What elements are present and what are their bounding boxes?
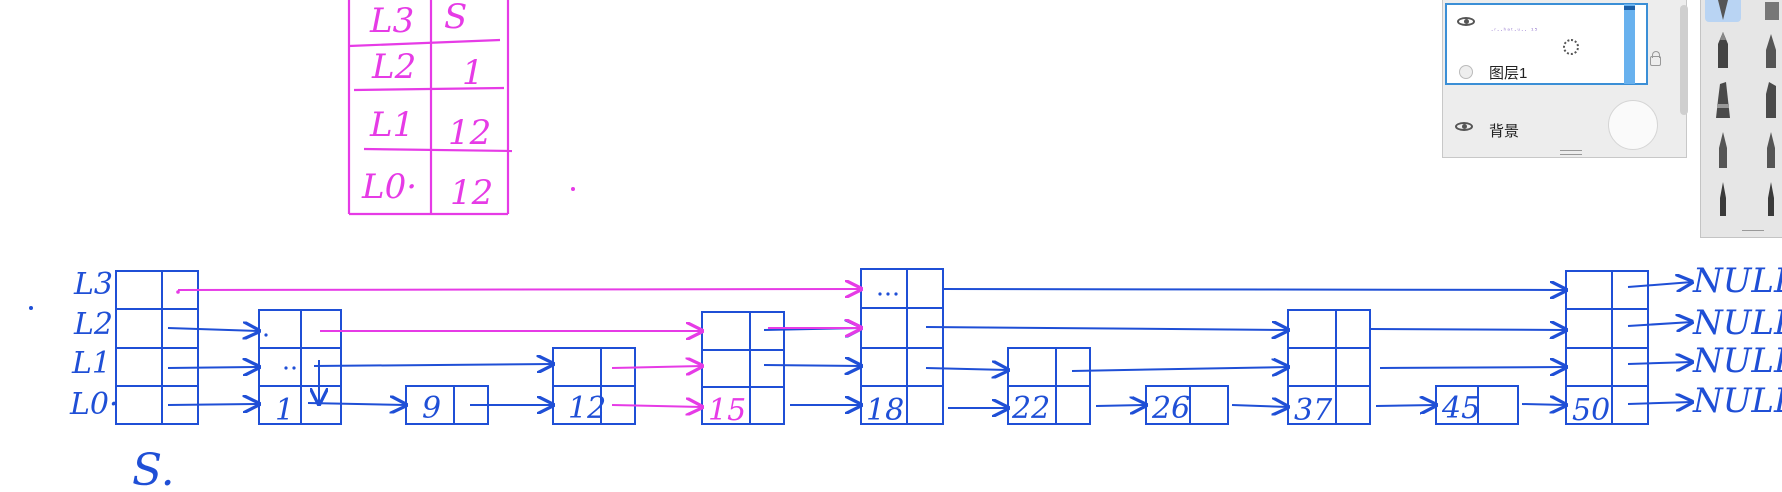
- node-50: [1565, 270, 1649, 425]
- layer-1-thumbnail: ·ʳ··ʰᵃᵗ·ᵘ·· ¹⁵: [1491, 27, 1539, 35]
- table-value-l0: 12: [450, 173, 493, 213]
- brush-column-2-0[interactable]: [1753, 0, 1782, 22]
- lock-icon[interactable]: [1650, 51, 1661, 66]
- node-key-12: 12: [568, 391, 606, 426]
- node-key-1: 1: [275, 393, 294, 428]
- layers-scrollbar[interactable]: [1680, 5, 1688, 115]
- node-key-26: 26: [1151, 391, 1190, 426]
- node-key-15: 15: [708, 393, 746, 428]
- node-key-22: 22: [1011, 391, 1050, 426]
- brush-icon: [1767, 132, 1775, 168]
- brush-icon: [1768, 182, 1774, 216]
- node-key-18: 18: [866, 393, 904, 428]
- table-level-l1: L1: [369, 105, 414, 145]
- node-15: [701, 311, 785, 425]
- brush-column-2-1[interactable]: [1753, 28, 1782, 70]
- stray-dot-left: [29, 306, 33, 310]
- layer-1-row[interactable]: ·ʳ··ʰᵃᵗ·ᵘ·· ¹⁵ 图层1: [1445, 3, 1648, 85]
- table-value-l2: 1: [462, 53, 484, 93]
- marker-icon: [1716, 82, 1730, 118]
- brush-panel: [1700, 0, 1782, 238]
- null-label-l1: NULL: [1692, 341, 1782, 381]
- null-label-l2: NULL: [1692, 303, 1782, 343]
- brush-marker[interactable]: [1705, 78, 1741, 120]
- brush-icon: [1765, 2, 1779, 20]
- node-12: [552, 347, 636, 425]
- brush-icon: [1766, 34, 1776, 68]
- node-key-50: 50: [1572, 393, 1610, 428]
- brush-icon: [1766, 82, 1776, 118]
- loading-spinner-icon: [1563, 39, 1579, 55]
- head-label-l1: L1: [71, 346, 111, 381]
- node-18: [860, 268, 944, 425]
- brush-column-2-4[interactable]: [1753, 176, 1782, 218]
- node-key-37: 37: [1294, 393, 1333, 428]
- blend-radio[interactable]: [1459, 65, 1473, 79]
- fountain-pen-icon: [1718, 0, 1728, 20]
- brush-ink-pen[interactable]: [1705, 128, 1741, 170]
- node-boxes: [115, 268, 1649, 425]
- background-layer-row[interactable]: 背景: [1443, 100, 1668, 144]
- table-level-l0: L0·: [361, 167, 417, 207]
- null-label-l0: NULL: [1692, 381, 1782, 421]
- state-table: [347, 0, 513, 216]
- table-level-l2: L2: [371, 47, 416, 87]
- fine-liner-icon: [1720, 182, 1726, 216]
- pencil-icon: [1718, 32, 1728, 68]
- background-thumbnail: [1608, 100, 1658, 150]
- table-value-l1: 12: [448, 113, 491, 153]
- brush-column-2-2[interactable]: [1753, 78, 1782, 120]
- node-37: [1287, 309, 1371, 425]
- blue-pointers: [167, 282, 1692, 408]
- stray-dot: [571, 187, 575, 191]
- layer-opacity-slider[interactable]: [1624, 4, 1635, 84]
- head-label-l3: L3: [73, 267, 113, 302]
- visibility-eye-icon[interactable]: [1457, 17, 1477, 27]
- brush-pencil[interactable]: [1705, 28, 1741, 70]
- magenta-search-path: [177, 289, 861, 407]
- visibility-eye-icon[interactable]: [1455, 122, 1475, 132]
- node-head: [115, 270, 199, 425]
- table-level-l3: L3: [369, 1, 414, 41]
- layer-1-name: 图层1: [1489, 65, 1528, 82]
- ink-pen-icon: [1719, 132, 1727, 168]
- brush-column-2-3[interactable]: [1753, 128, 1782, 170]
- brush-fountain-pen-selected[interactable]: [1705, 0, 1741, 22]
- brush-panel-grip-handle[interactable]: [1742, 230, 1764, 231]
- table-value-l3: S: [444, 0, 467, 37]
- head-label-l0: L0·: [69, 387, 119, 422]
- node-22: [1007, 347, 1091, 425]
- panel-grip-handle[interactable]: [1560, 150, 1582, 155]
- background-layer-name: 背景: [1489, 123, 1520, 140]
- node-key-9: 9: [422, 391, 441, 426]
- head-name: S.: [132, 445, 175, 492]
- head-label-l2: L2: [73, 307, 113, 342]
- brush-fine-liner[interactable]: [1705, 176, 1741, 218]
- null-label-l3: NULL: [1692, 261, 1782, 301]
- node-1: [258, 309, 342, 425]
- node-key-45: 45: [1441, 391, 1480, 426]
